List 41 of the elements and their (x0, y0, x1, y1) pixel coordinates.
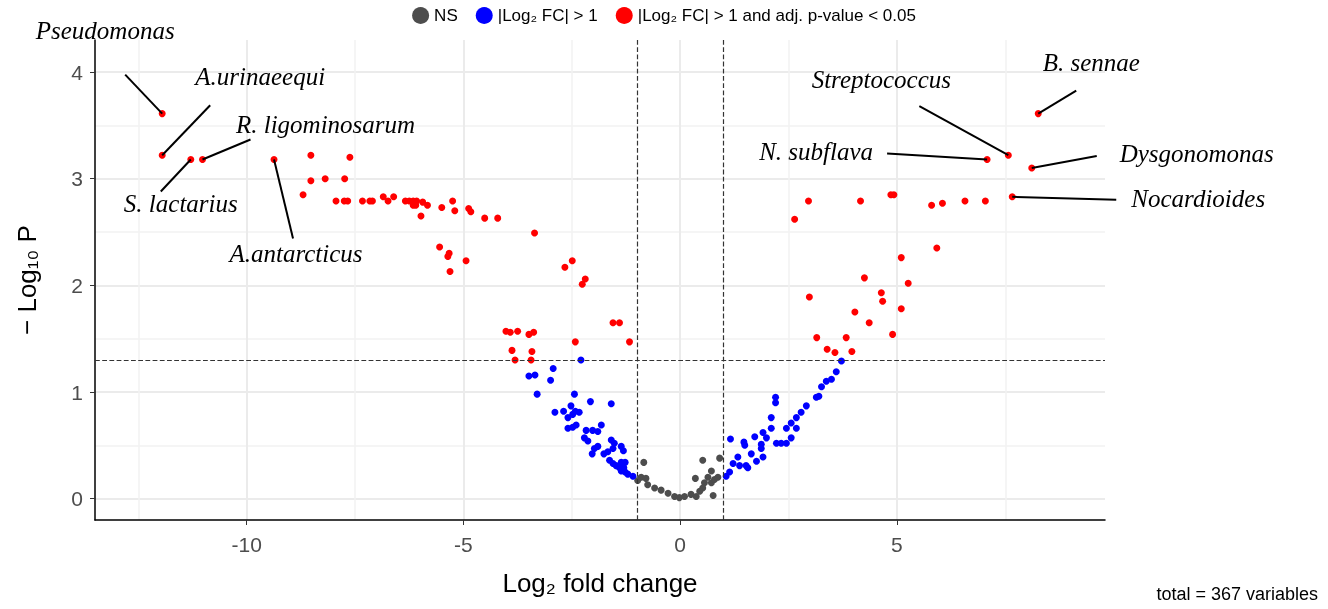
point (700, 479, 708, 487)
annotation: N. subflava (758, 137, 874, 165)
legend-label: NS (434, 6, 458, 25)
point (664, 489, 672, 497)
point (691, 474, 699, 482)
annotation: A.antarcticus (227, 239, 363, 267)
annotation: R. ligominosarum (234, 110, 416, 138)
annotation: Nocardioides (1130, 185, 1266, 213)
point (651, 484, 659, 492)
y-axis-title: − Log₁₀ P (12, 225, 42, 335)
point (707, 467, 715, 475)
point (681, 493, 689, 501)
legend-label: |Log₂ FC| > 1 and adj. p-value < 0.05 (637, 6, 916, 25)
point (640, 458, 648, 466)
point (644, 481, 652, 489)
x-tick-label: -5 (454, 533, 473, 556)
y-tick-label: 2 (71, 273, 83, 297)
legend-label: |Log₂ FC| > 1 (497, 6, 598, 25)
point (699, 456, 707, 464)
y-tick-label: 1 (71, 380, 83, 404)
y-tick-label: 4 (71, 60, 84, 84)
annotation: A.urinaeequi (193, 62, 326, 90)
point (692, 493, 700, 501)
y-tick-label: 3 (71, 167, 83, 191)
point (657, 486, 665, 494)
x-tick-label: -10 (231, 533, 262, 556)
x-tick-label: 0 (674, 533, 687, 556)
annotation: S. lactarius (123, 189, 238, 217)
annotation: Dysgonomonas (1118, 139, 1274, 167)
y-tick-label: 0 (71, 487, 83, 511)
annotation: Pseudomonas (34, 17, 175, 45)
point (714, 473, 722, 481)
x-tick-label: 5 (891, 533, 903, 556)
point (642, 474, 650, 482)
annotation: Streptococcus (811, 65, 951, 93)
text: total = 367 variables (1156, 584, 1318, 604)
x-axis-title: Log₂ fold change (502, 568, 698, 598)
annotation: B. sennae (1042, 49, 1140, 77)
point (716, 454, 724, 462)
point (709, 491, 717, 499)
point (704, 473, 712, 481)
